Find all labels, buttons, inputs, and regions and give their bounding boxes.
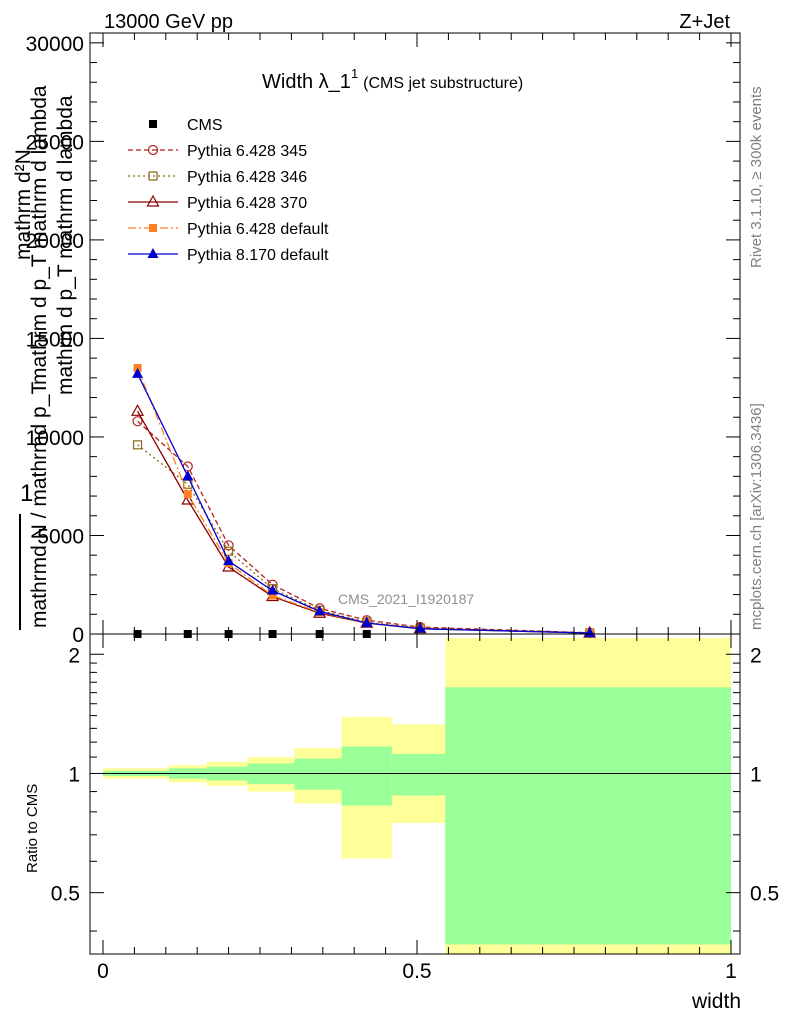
header-left: 13000 GeV pp (104, 11, 233, 33)
data-point-pythia-6-428-345-2 (223, 540, 234, 551)
header-right: Z+Jet (679, 11, 730, 33)
data-point-pythia-6-428-370-0 (131, 404, 145, 416)
ratio-panel-frame (89, 633, 741, 955)
watermark: CMS_2021_I1920187 (338, 591, 474, 607)
legend-label-cms: CMS (187, 117, 223, 134)
data-point-pythia-6-428-370-1 (181, 492, 195, 505)
axes-layer: 0 5000 10000 15000 20000 25000 30000 0 0.5 1 0.5 0.… (26, 33, 780, 983)
legend-marker-cms (149, 120, 157, 128)
data-point-pythia-6-428-346-0 (132, 440, 143, 450)
main-ytick-label-1: 5000 (37, 525, 84, 548)
ratio-xtick-label-0: 0 (97, 960, 109, 983)
ratio-ytick-label-right-2: 2 (750, 644, 762, 667)
ratio-band-inner-7 (445, 687, 731, 945)
ratio-band-inner-5 (341, 746, 392, 806)
legend-label-pythia-6-428-346: Pythia 6.428 346 (187, 169, 307, 186)
legend-marker-pythia-8-170-default (147, 248, 159, 258)
ylabel-numerator-2: mathrm d p_T mathrm d lambda (28, 85, 51, 385)
plot-title-main: Width λ_1 (262, 71, 351, 93)
series-line-pythia-6-428-default (136, 367, 590, 634)
ratio-band-inner-6 (391, 753, 446, 796)
legend-label-pythia-6-428-345: Pythia 6.428 345 (187, 143, 307, 160)
legend-marker-pythia-6-428-346 (148, 171, 158, 181)
ratio-xtick-label-2: 1 (725, 960, 737, 983)
legend: CMS Pythia 6.428 345 Pythia 6.428 346 Pythi… (128, 117, 329, 264)
legend-marker-pythia-6-428-default (149, 224, 157, 232)
legend-marker-pythia-6-428-345 (147, 144, 159, 156)
rivet-label: Rivet 3.1.10, ≥ 300k events (748, 86, 765, 268)
ratio-ytick-label-left-2: 2 (68, 644, 80, 667)
ylabel-numerator: mathrm d²N (12, 149, 35, 260)
main-ytick-label-4: 20000 (26, 230, 84, 253)
data-point-pythia-8-170-default-7 (584, 627, 596, 638)
ratio-xtick-label-1: 0.5 (402, 960, 431, 983)
ylabel-denominator-2: mathrm d p_T mathrm d lambda (54, 95, 77, 395)
data-point-pythia-6-428-default-1 (183, 490, 192, 499)
data-point-pythia-6-428-345-0 (132, 416, 143, 427)
ratio-ytick-label-right-0: 0.5 (750, 883, 779, 906)
data-point-pythia-8-170-default-3 (267, 584, 279, 595)
series-line-pythia-8-170-default (136, 373, 590, 634)
ratio-bands (103, 637, 731, 954)
ylabel-one: 1 (20, 480, 33, 507)
main-ytick-label-5: 25000 (26, 131, 84, 154)
data-point-pythia-8-170-default-5 (361, 616, 373, 627)
legend-label-pythia-6-428-default: Pythia 6.428 default (187, 221, 329, 238)
data-point-pythia-8-170-default-1 (182, 470, 194, 481)
ratio-ytick-label-right-1: 1 (750, 763, 762, 786)
main-ytick-label-0: 0 (72, 624, 84, 647)
data-point-pythia-8-170-default-4 (314, 605, 326, 616)
plot-title-sup: 1 (351, 66, 358, 81)
main-ytick-label-6: 30000 (26, 33, 84, 56)
ratio-ytick-label-left-0: 0.5 (51, 883, 80, 906)
ratio-band-inner-4 (294, 758, 342, 790)
series-line-pythia-6-428-345 (137, 420, 590, 634)
ylabel-denominator: mathrmd N / mathrmd p_T (28, 382, 51, 628)
plot-title-sub: (CMS jet substructure) (363, 75, 523, 92)
mcplots-label: mcplots.cern.ch [arXiv:1306.3436] (748, 403, 765, 630)
xlabel: width (691, 990, 741, 1013)
legend-marker-pythia-6-428-370 (146, 194, 160, 207)
data-point-pythia-8-170-default-2 (223, 555, 235, 566)
legend-label-pythia-8-170-default: Pythia 8.170 default (187, 247, 329, 264)
main-ytick-label-3: 15000 (26, 328, 84, 351)
data-point-pythia-8-170-default-0 (132, 367, 144, 378)
legend-label-pythia-6-428-370: Pythia 6.428 370 (187, 195, 307, 212)
ratio-ytick-label-left-1: 1 (68, 763, 80, 786)
data-point-pythia-6-428-default-3 (268, 591, 277, 600)
main-ytick-label-2: 10000 (26, 427, 84, 450)
ylabel-ratio: Ratio to CMS (24, 784, 41, 873)
plot-title: Width λ_11 (CMS jet substructure) (262, 66, 523, 93)
